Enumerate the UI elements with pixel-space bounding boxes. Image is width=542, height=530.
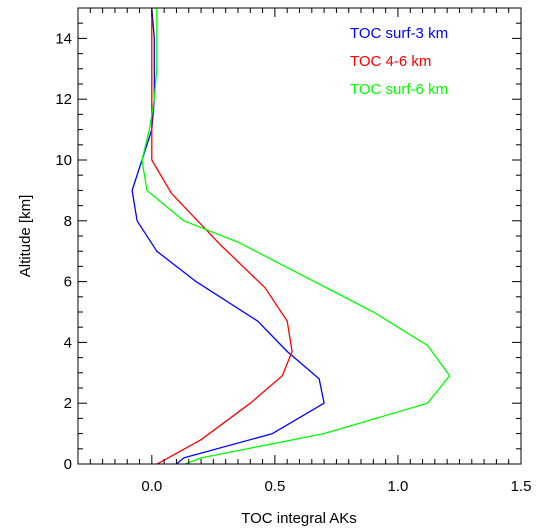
y-tick-label: 6 — [64, 274, 72, 291]
legend: TOC surf-3 km TOC 4-6 km TOC surf-6 km — [350, 25, 448, 98]
y-tick-label: 12 — [55, 91, 72, 108]
y-tick-label: 8 — [64, 213, 72, 230]
y-tick-label: 2 — [64, 395, 72, 412]
x-tick-label: 0.5 — [264, 478, 285, 495]
y-axis-title: Altitude [km] — [17, 195, 34, 278]
legend-item-3: TOC surf-6 km — [350, 81, 448, 98]
x-tick-label: 0.0 — [141, 478, 162, 495]
x-tick-label: 1.5 — [511, 478, 532, 495]
y-tick-label: 0 — [64, 456, 72, 473]
series-layer — [131, 8, 451, 464]
series-line-3 — [141, 8, 451, 464]
y-tick-label: 4 — [64, 334, 72, 351]
y-tick-label: 14 — [55, 30, 72, 47]
legend-item-2: TOC 4-6 km — [350, 53, 431, 70]
x-tick-label: 1.0 — [388, 478, 409, 495]
x-axis-title: TOC integral AKs — [241, 510, 357, 527]
series-line-2 — [151, 8, 293, 464]
legend-item-1: TOC surf-3 km — [350, 25, 448, 42]
y-axis: 0 2 4 6 8 10 12 14 — [55, 7, 521, 473]
x-axis: 0.0 0.5 1.0 1.5 — [77, 8, 532, 495]
y-tick-label: 10 — [55, 152, 72, 169]
series-line-1 — [131, 8, 325, 464]
plot-frame — [77, 7, 522, 465]
